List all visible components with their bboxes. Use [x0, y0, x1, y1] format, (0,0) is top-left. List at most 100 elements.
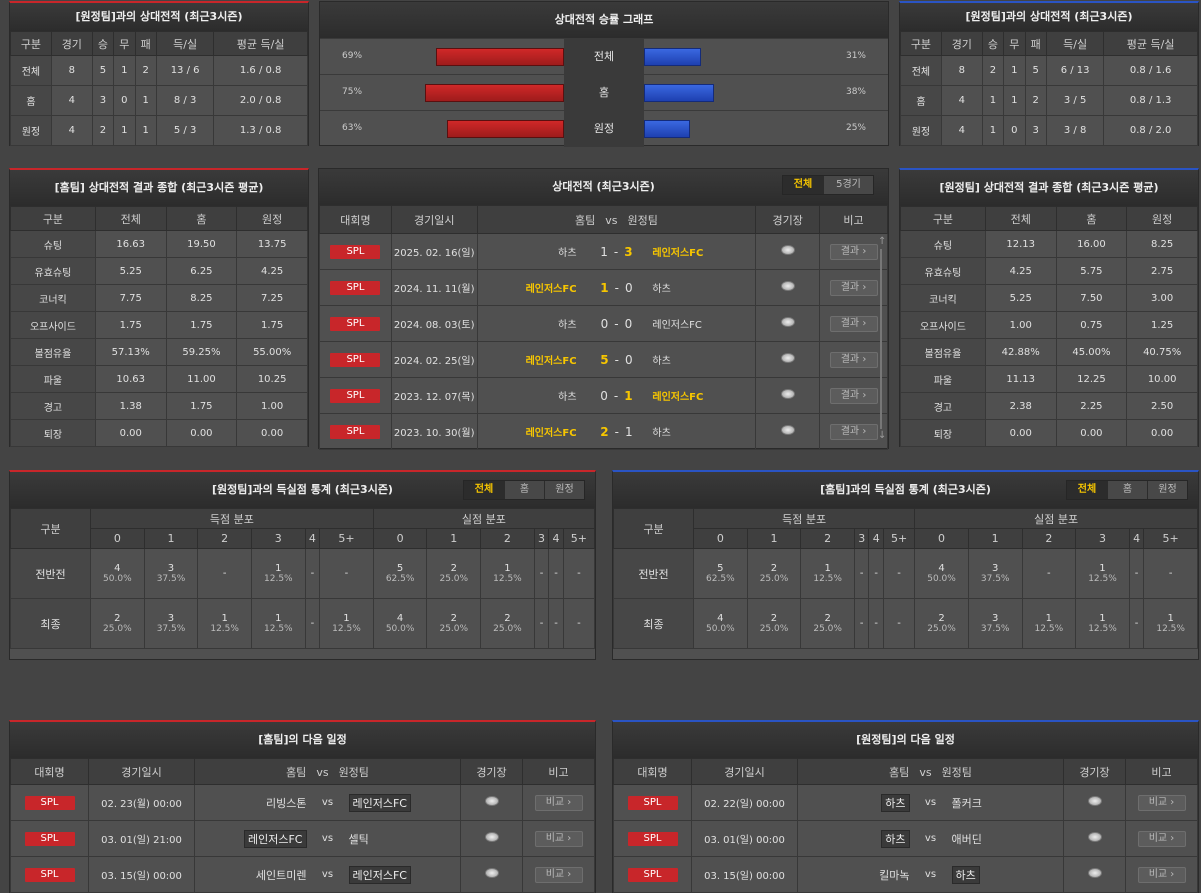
- table-row: 전체 8 2 1 5 6 / 13 0.8 / 1.6: [900, 55, 1198, 86]
- header-row: 구분 전체 홈 원정: [900, 206, 1198, 231]
- score-cell: 0-1: [586, 377, 647, 414]
- stadium-icon[interactable]: [1087, 796, 1102, 806]
- stadium-icon[interactable]: [484, 868, 499, 878]
- bucket-header: 5+: [319, 528, 374, 549]
- result-button[interactable]: 결과 ›: [829, 279, 878, 296]
- column-header: 경기장: [755, 205, 821, 234]
- table-cell: 파울: [10, 365, 96, 393]
- away-pct: 25%: [845, 123, 866, 133]
- count: 3: [991, 613, 999, 624]
- match-row[interactable]: SPL 2024. 11. 11(월) 레인저스FC 1-0 하츠 결과 ›: [319, 269, 888, 306]
- table-cell: 2.38: [984, 392, 1057, 420]
- tab-2[interactable]: 원정: [544, 481, 584, 499]
- match-row[interactable]: SPL 2024. 08. 03(토) 하츠 0-0 레인저스FC 결과 ›: [319, 305, 888, 342]
- stadium-icon[interactable]: [780, 425, 795, 435]
- stadium-icon[interactable]: [1087, 868, 1102, 878]
- count: -: [577, 618, 581, 629]
- count: 1: [1099, 563, 1106, 574]
- scrollbar[interactable]: ↑ ↓: [878, 236, 887, 445]
- tab-1[interactable]: 홈: [1107, 481, 1147, 499]
- count: 2: [450, 613, 457, 624]
- schedule-row[interactable]: SPL 02. 22(일) 00:00 하츠 vs 폴커크 비교 ›: [613, 784, 1198, 821]
- result-button[interactable]: 결과 ›: [829, 315, 878, 332]
- dist-cell: -: [562, 598, 596, 649]
- tab-0[interactable]: 전체: [1067, 481, 1107, 499]
- league-badge: SPL: [24, 867, 75, 882]
- schedule-row[interactable]: SPL 03. 01(일) 21:00 레인저스FC vs 셀틱 비교 ›: [10, 820, 595, 857]
- tab-all[interactable]: 전체: [783, 176, 823, 194]
- match-row[interactable]: SPL 2023. 10. 30(월) 레인저스FC 2-1 하츠 결과 ›: [319, 413, 888, 450]
- tab-1[interactable]: 홈: [504, 481, 544, 499]
- stadium-icon[interactable]: [780, 389, 795, 399]
- dist-cell: -: [882, 598, 916, 649]
- result-button[interactable]: 결과 ›: [829, 423, 878, 440]
- scroll-up-icon[interactable]: ↑: [878, 236, 887, 247]
- venue-cell: [460, 856, 523, 893]
- bucket-header: 3: [533, 528, 550, 549]
- stadium-icon[interactable]: [484, 796, 499, 806]
- matches-table: 대회명 경기일시 홈팀 vs 원정팀 경기장 비고 SPL 2025. 02. 16(일) 하츠 1…: [319, 205, 888, 450]
- table-row: 코너킥 7.75 8.25 7.25: [10, 284, 308, 312]
- stadium-icon[interactable]: [484, 832, 499, 842]
- column-header: 경기: [50, 31, 93, 56]
- table-cell: 5.25: [94, 257, 167, 285]
- match-row[interactable]: SPL 2023. 12. 07(목) 하츠 0-1 레인저스FC 결과 ›: [319, 377, 888, 414]
- schedule-row[interactable]: SPL 03. 15(일) 00:00 킬마녹 vs 하츠 비교 ›: [613, 856, 1198, 893]
- percent: 12.5%: [1088, 574, 1117, 584]
- stadium-icon[interactable]: [780, 281, 795, 291]
- home-score: 2: [600, 424, 609, 439]
- table-cell: 슈팅: [10, 230, 96, 258]
- league-cell: SPL: [319, 269, 392, 306]
- tab-2[interactable]: 원정: [1147, 481, 1187, 499]
- dist-cell: 5 62.5%: [372, 548, 428, 599]
- count: 1: [1045, 613, 1053, 624]
- compare-button[interactable]: 비교 ›: [1137, 866, 1186, 883]
- schedule-row[interactable]: SPL 03. 15(일) 00:00 세인트미렌 vs 레인저스FC 비교 ›: [10, 856, 595, 893]
- percent: 25.0%: [439, 574, 469, 584]
- stadium-icon[interactable]: [780, 353, 795, 363]
- compare-button[interactable]: 비교 ›: [534, 794, 583, 811]
- stadium-icon[interactable]: [780, 317, 795, 327]
- table-cell: 0: [1003, 115, 1026, 146]
- column-header: 경기일시: [390, 205, 478, 234]
- home-team: 하츠: [476, 233, 587, 270]
- table-row: 원정 4 1 0 3 3 / 8 0.8 / 2.0: [900, 115, 1198, 146]
- table-cell: 1.75: [165, 392, 238, 420]
- table-cell: 59.25%: [165, 338, 238, 366]
- tab-five[interactable]: 5경기: [823, 176, 873, 194]
- result-button[interactable]: 결과 ›: [829, 387, 878, 404]
- compare-button[interactable]: 비교 ›: [1137, 794, 1186, 811]
- stadium-icon[interactable]: [1087, 832, 1102, 842]
- home-team: 하츠: [881, 793, 910, 812]
- tab-0[interactable]: 전체: [464, 481, 504, 499]
- bucket-header: 0: [693, 528, 748, 549]
- panel-title: [홈팀] 상대전적 결과 종합 (최근3시즌 평균): [10, 170, 308, 206]
- league-badge: SPL: [24, 795, 75, 810]
- compare-button[interactable]: 비교 ›: [534, 830, 583, 847]
- note-cell: 결과 ›: [819, 305, 888, 342]
- dist-cell: 4 50.0%: [372, 598, 428, 649]
- column-header: 홈: [165, 206, 238, 231]
- result-button[interactable]: 결과 ›: [829, 243, 878, 260]
- table-cell: 8.25: [1126, 230, 1198, 258]
- home-team: 레인저스FC: [476, 341, 587, 378]
- schedule-row[interactable]: SPL 02. 23(월) 00:00 리빙스톤 vs 레인저스FC 비교 ›: [10, 784, 595, 821]
- table-cell: 1.75: [94, 311, 167, 339]
- table-cell: 1.3 / 0.8: [213, 115, 308, 146]
- bucket-header: 2: [800, 528, 855, 549]
- result-button[interactable]: 결과 ›: [829, 351, 878, 368]
- row-label: 최종: [613, 598, 694, 649]
- compare-button[interactable]: 비교 ›: [534, 866, 583, 883]
- match-row[interactable]: SPL 2025. 02. 16(일) 하츠 1-3 레인저스FC 결과 ›: [319, 233, 888, 270]
- home-team: 레인저스FC: [476, 269, 587, 306]
- match-row[interactable]: SPL 2024. 02. 25(일) 레인저스FC 5-0 하츠 결과 ›: [319, 341, 888, 378]
- stadium-icon[interactable]: [780, 245, 795, 255]
- table-cell: 5.25: [984, 284, 1057, 312]
- schedule-row[interactable]: SPL 03. 01(일) 00:00 하츠 vs 애버딘 비교 ›: [613, 820, 1198, 857]
- note-cell: 비교 ›: [1125, 784, 1198, 821]
- scroll-down-icon[interactable]: ↓: [878, 430, 887, 441]
- compare-button[interactable]: 비교 ›: [1137, 830, 1186, 847]
- home-score: 1: [600, 244, 608, 259]
- away-score: 0: [624, 352, 633, 367]
- count: 2: [114, 613, 121, 624]
